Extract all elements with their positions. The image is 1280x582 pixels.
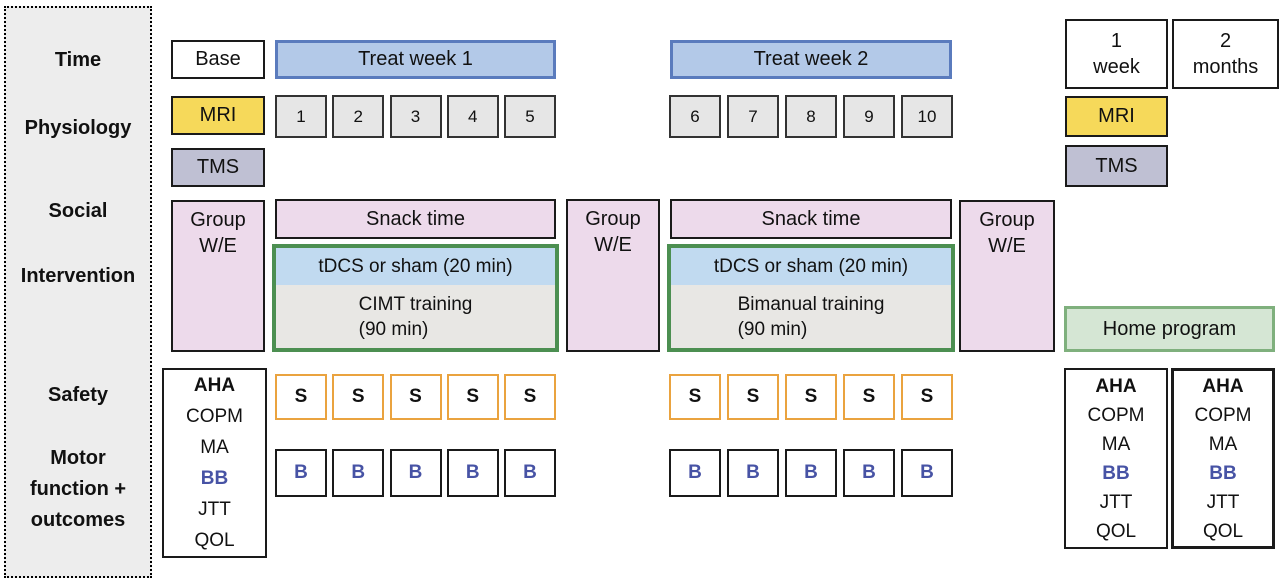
- intervention-frame-week-2: tDCS or sham (20 min) Bimanual training …: [667, 244, 955, 352]
- cimt-training-box: CIMT training (90 min): [276, 285, 555, 348]
- followup-1-week-box: 1 week: [1065, 19, 1168, 89]
- day-box-7: 7: [727, 95, 779, 138]
- day-row-week-1: 1 2 3 4 5: [275, 95, 556, 138]
- outcomes-box-1-week: AHA COPM MA BB JTT QOL: [1064, 368, 1168, 549]
- mri-followup-box: MRI: [1065, 96, 1168, 137]
- outcome-ma: MA: [1208, 433, 1238, 455]
- motor-box-5: B: [504, 449, 556, 497]
- group-weekend-box-2: Group W/E: [566, 199, 660, 352]
- outcome-qol: QOL: [1202, 520, 1244, 542]
- motor-box-10: B: [901, 449, 953, 497]
- outcome-ma: MA: [200, 437, 229, 458]
- safety-row-week-1: S S S S S: [275, 374, 556, 420]
- snack-time-box-1: Snack time: [275, 199, 556, 239]
- safety-box-6: S: [669, 374, 721, 420]
- row-label-safety: Safety: [47, 384, 109, 406]
- base-box: Base: [171, 40, 265, 79]
- safety-box-1: S: [275, 374, 327, 420]
- day-box-10: 10: [901, 95, 953, 138]
- treat-week-2-box: Treat week 2: [670, 40, 952, 79]
- safety-box-3: S: [389, 374, 442, 420]
- row-label-intervention: Intervention: [20, 265, 136, 287]
- safety-box-8: S: [785, 374, 837, 420]
- motor-box-1: B: [275, 449, 327, 497]
- day-box-9: 9: [843, 95, 895, 138]
- mri-baseline-box: MRI: [171, 96, 265, 135]
- outcome-aha: AHA: [193, 375, 236, 396]
- intervention-frame-week-1: tDCS or sham (20 min) CIMT training (90 …: [272, 244, 559, 352]
- outcomes-box-2-months: AHA COPM MA BB JTT QOL: [1171, 368, 1275, 549]
- snack-time-box-2: Snack time: [670, 199, 952, 239]
- group-weekend-box-1: Group W/E: [171, 200, 265, 352]
- safety-box-2: S: [332, 374, 385, 420]
- day-box-5: 5: [504, 95, 556, 138]
- tms-baseline-box: TMS: [171, 148, 265, 187]
- motor-row-week-2: B B B B B: [669, 449, 953, 497]
- outcome-ma: MA: [1101, 433, 1131, 455]
- safety-box-10: S: [901, 374, 953, 420]
- motor-box-7: B: [727, 449, 779, 497]
- tms-followup-box: TMS: [1065, 145, 1168, 187]
- safety-box-7: S: [727, 374, 779, 420]
- outcome-bb: BB: [1102, 462, 1130, 484]
- outcome-qol: QOL: [1095, 520, 1137, 542]
- outcome-copm: COPM: [186, 406, 243, 427]
- motor-box-2: B: [332, 449, 385, 497]
- outcome-qol: QOL: [194, 530, 235, 551]
- outcome-bb: BB: [200, 468, 229, 489]
- home-program-box: Home program: [1064, 306, 1275, 352]
- tdcs-box-week-2: tDCS or sham (20 min): [671, 248, 951, 285]
- day-box-1: 1: [275, 95, 327, 138]
- outcome-bb: BB: [1209, 462, 1237, 484]
- group-weekend-box-3: Group W/E: [959, 200, 1055, 352]
- row-label-sidebar: [4, 6, 152, 578]
- tdcs-box-week-1: tDCS or sham (20 min): [276, 248, 555, 285]
- day-box-3: 3: [389, 95, 442, 138]
- motor-box-3: B: [389, 449, 442, 497]
- row-label-social: Social: [48, 200, 108, 222]
- motor-box-6: B: [669, 449, 721, 497]
- day-box-6: 6: [669, 95, 721, 138]
- treat-week-1-box: Treat week 1: [275, 40, 556, 79]
- outcomes-box-baseline: AHA COPM MA BB JTT QOL: [162, 368, 267, 558]
- day-box-8: 8: [785, 95, 837, 138]
- motor-row-week-1: B B B B B: [275, 449, 556, 497]
- row-label-motor-function: Motor function + outcomes: [29, 447, 127, 531]
- day-box-4: 4: [446, 95, 499, 138]
- safety-row-week-2: S S S S S: [669, 374, 953, 420]
- outcome-copm: COPM: [1194, 404, 1252, 426]
- motor-box-9: B: [843, 449, 895, 497]
- outcome-aha: AHA: [1095, 375, 1137, 397]
- outcome-jtt: JTT: [1206, 491, 1240, 513]
- safety-box-4: S: [446, 374, 499, 420]
- outcome-copm: COPM: [1087, 404, 1145, 426]
- bimanual-training-box: Bimanual training (90 min): [671, 285, 951, 348]
- day-row-week-2: 6 7 8 9 10: [669, 95, 953, 138]
- row-label-physiology: Physiology: [24, 117, 132, 139]
- safety-box-5: S: [504, 374, 556, 420]
- outcome-jtt: JTT: [198, 499, 231, 520]
- safety-box-9: S: [843, 374, 895, 420]
- motor-box-8: B: [785, 449, 837, 497]
- row-label-time: Time: [54, 49, 102, 71]
- followup-2-months-box: 2 months: [1172, 19, 1279, 89]
- outcome-aha: AHA: [1202, 375, 1244, 397]
- day-box-2: 2: [332, 95, 385, 138]
- motor-box-4: B: [446, 449, 499, 497]
- outcome-jtt: JTT: [1099, 491, 1133, 513]
